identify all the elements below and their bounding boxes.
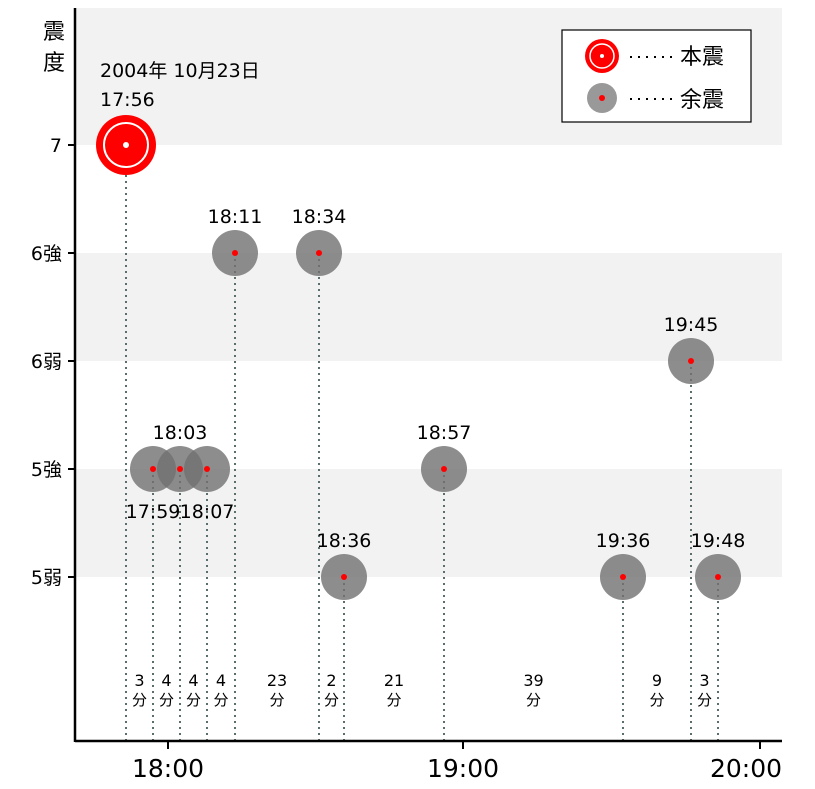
interval-unit: 分: [213, 691, 228, 709]
interval-unit: 分: [526, 691, 541, 709]
legend-main-label: 本震: [680, 45, 724, 70]
aftershock-dot: [620, 574, 626, 580]
interval-value: 3: [699, 671, 709, 690]
interval-unit: 分: [649, 691, 664, 709]
aftershock-dot: [204, 466, 210, 472]
interval-value: 21: [384, 671, 404, 690]
time-label: 18:57: [417, 422, 472, 444]
legend-after-label: 余震: [680, 88, 724, 113]
time-label: 19:48: [691, 530, 746, 552]
main-shock-dot: [123, 142, 129, 148]
interval-value: 2: [326, 671, 336, 690]
y-axis-label: 度: [43, 51, 65, 76]
interval-value: 3: [134, 671, 144, 690]
time-label: 17:56: [100, 89, 155, 111]
time-label: 18:03: [153, 422, 208, 444]
aftershock-dot: [688, 358, 694, 364]
interval-unit: 分: [269, 691, 284, 709]
y-tick-label: 5強: [31, 459, 62, 481]
x-tick-label: 18:00: [132, 754, 204, 783]
aftershock-dot: [341, 574, 347, 580]
interval-unit: 分: [159, 691, 174, 709]
aftershock-dot: [316, 250, 322, 256]
interval-unit: 分: [186, 691, 201, 709]
y-tick-label: 5弱: [31, 567, 62, 589]
time-label: 18:34: [292, 206, 347, 228]
interval-unit: 分: [324, 691, 339, 709]
aftershock-dot: [232, 250, 238, 256]
interval-value: 39: [523, 671, 543, 690]
time-label: 19:36: [596, 530, 651, 552]
interval-value: 4: [161, 671, 171, 690]
aftershock-dot: [715, 574, 721, 580]
band: [75, 253, 782, 361]
legend-after-dot: [599, 95, 605, 101]
time-label: 19:45: [664, 314, 719, 336]
legend-main-ring: [589, 43, 615, 69]
date-label: 2004年 10月23日: [100, 60, 260, 82]
aftershock-dot: [441, 466, 447, 472]
time-label: 18:36: [317, 530, 372, 552]
aftershock-dot: [150, 466, 156, 472]
interval-value: 4: [216, 671, 226, 690]
aftershock-dot: [177, 466, 183, 472]
y-axis-label: 震: [43, 20, 65, 45]
x-tick-label: 19:00: [427, 754, 499, 783]
y-tick-label: 7: [50, 135, 62, 157]
interval-value: 4: [188, 671, 198, 690]
interval-unit: 分: [132, 691, 147, 709]
x-tick-label: 20:00: [710, 754, 782, 783]
interval-unit: 分: [697, 691, 712, 709]
interval-value: 23: [267, 671, 287, 690]
y-tick-label: 6強: [31, 243, 62, 265]
legend-main-dot: [600, 54, 604, 58]
y-tick-label: 6弱: [31, 351, 62, 373]
time-label: 17:59: [126, 501, 181, 523]
time-label: 18:07: [180, 501, 235, 523]
interval-unit: 分: [386, 691, 401, 709]
main-shock-ring: [103, 122, 149, 168]
time-label: 18:11: [208, 206, 263, 228]
interval-value: 9: [652, 671, 662, 690]
